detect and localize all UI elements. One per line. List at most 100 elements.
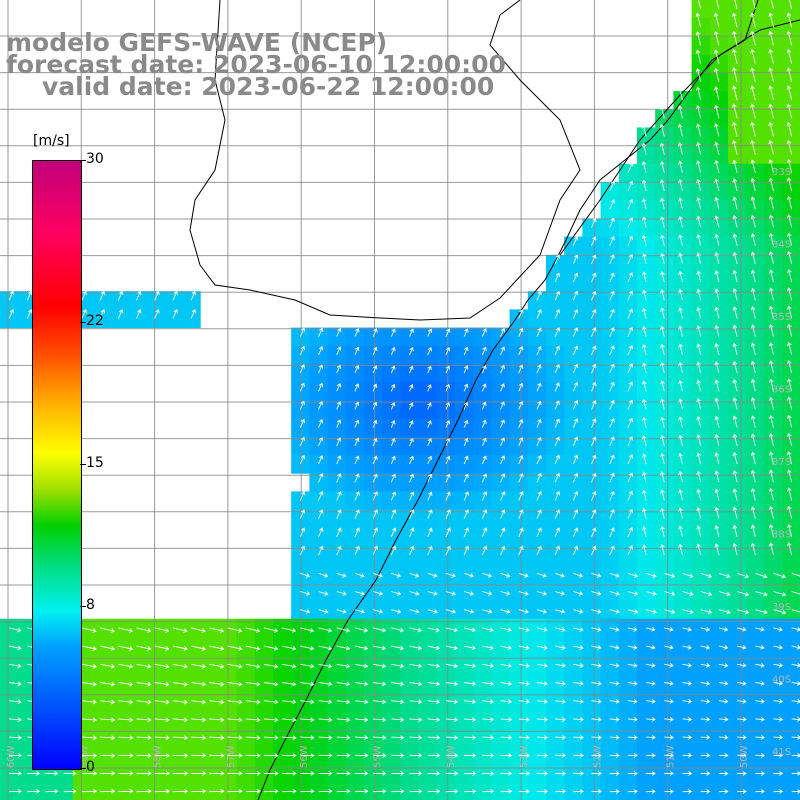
wind-arrow [786, 414, 793, 428]
wind-speed-cell [491, 345, 511, 365]
wind-arrow [336, 609, 347, 614]
wind-arrow [627, 645, 638, 650]
wind-arrow [190, 290, 197, 301]
wind-arrow [646, 717, 656, 722]
wind-arrow [737, 717, 747, 722]
wind-arrow [299, 454, 306, 465]
wind-speed-cell [655, 218, 674, 238]
wind-arrow [627, 591, 639, 596]
wind-arrow [354, 401, 360, 410]
wind-arrow [481, 328, 487, 337]
wind-speed-cell [618, 436, 638, 456]
wind-arrow [659, 123, 665, 137]
wind-speed-cell [691, 473, 711, 492]
wind-speed-cell [782, 546, 800, 565]
wind-arrow [481, 364, 487, 374]
wind-speed-cell [764, 18, 784, 37]
wind-arrow [591, 789, 602, 794]
wind-arrow [609, 663, 620, 668]
wind-arrow [718, 644, 729, 650]
wind-arrow [627, 717, 638, 722]
wind-arrow [354, 735, 369, 740]
wind-speed-cell [582, 418, 602, 438]
wind-arrow [591, 717, 602, 722]
wind-arrow [318, 663, 333, 669]
wind-speed-cell [546, 436, 565, 456]
wind-speed-cell [637, 200, 656, 219]
wind-arrow [154, 699, 170, 705]
wind-arrow [734, 0, 738, 10]
wind-speed-cell [345, 491, 365, 511]
wind-speed-cell [364, 345, 383, 365]
wind-arrow [245, 645, 261, 651]
wind-arrow [191, 717, 207, 723]
wind-arrow [768, 196, 774, 210]
wind-speed-cell [309, 455, 329, 474]
wind-arrow [336, 572, 347, 578]
wind-speed-cell [764, 109, 784, 128]
wind-arrow [678, 507, 683, 519]
wind-speed-cell [764, 527, 784, 547]
wind-arrow [664, 735, 674, 740]
wind-speed-cell [709, 200, 729, 219]
wind-arrow [390, 346, 396, 356]
wind-arrow [750, 342, 756, 356]
wind-speed-cell [746, 145, 765, 165]
wind-arrow [536, 545, 542, 556]
wind-speed-cell [691, 418, 711, 438]
wind-arrow [696, 525, 702, 538]
wind-speed-cell [655, 309, 674, 329]
wind-arrow [732, 288, 738, 301]
wind-arrow [750, 451, 756, 465]
wind-speed-cell [382, 364, 401, 383]
wind-arrow [172, 663, 188, 669]
wind-arrow [245, 788, 261, 794]
wind-speed-cell [655, 145, 674, 165]
wind-speed-cell [564, 455, 583, 474]
wind-arrow [154, 308, 160, 319]
wind-speed-cell [600, 200, 620, 219]
wind-arrow [591, 609, 602, 614]
wind-speed-cell [473, 418, 492, 438]
wind-arrow [172, 717, 188, 723]
wind-speed-cell [546, 345, 565, 365]
wind-arrow [518, 717, 530, 722]
wind-speed-cell [782, 600, 800, 620]
wind-arrow [695, 49, 702, 64]
wind-arrow [500, 572, 511, 578]
lon-label: 52W [592, 745, 603, 768]
wind-arrow [678, 343, 683, 356]
wind-speed-cell [364, 382, 383, 401]
wind-arrow [591, 572, 602, 578]
wind-speed-cell [527, 491, 547, 511]
wind-speed-cell [364, 473, 383, 492]
wind-speed-cell [655, 182, 674, 201]
wind-arrow [299, 545, 306, 556]
wind-arrow [354, 346, 360, 356]
wind-speed-cell [709, 491, 729, 511]
wind-speed-cell [764, 72, 784, 92]
wind-arrow [482, 663, 494, 669]
wind-arrow [573, 753, 584, 758]
wind-arrow [336, 509, 342, 519]
wind-arrow [336, 491, 342, 501]
wind-arrow [500, 455, 506, 465]
wind-arrow [245, 735, 261, 741]
wind-speed-cell [673, 473, 693, 492]
wind-arrow [299, 509, 306, 519]
wind-arrow [354, 383, 360, 392]
wind-arrow [282, 735, 297, 741]
wind-speed-cell [382, 509, 401, 529]
wind-arrow [641, 307, 647, 319]
wind-arrow [81, 735, 98, 741]
wind-arrow [209, 717, 225, 723]
wind-speed-cell [291, 418, 310, 438]
wind-arrow [786, 505, 793, 519]
wind-speed-cell [291, 527, 310, 547]
wind-arrow [81, 699, 97, 705]
wind-speed-cell [709, 400, 729, 420]
wind-arrow [773, 681, 784, 686]
wind-arrow [391, 681, 405, 687]
wind-arrow [318, 382, 324, 392]
